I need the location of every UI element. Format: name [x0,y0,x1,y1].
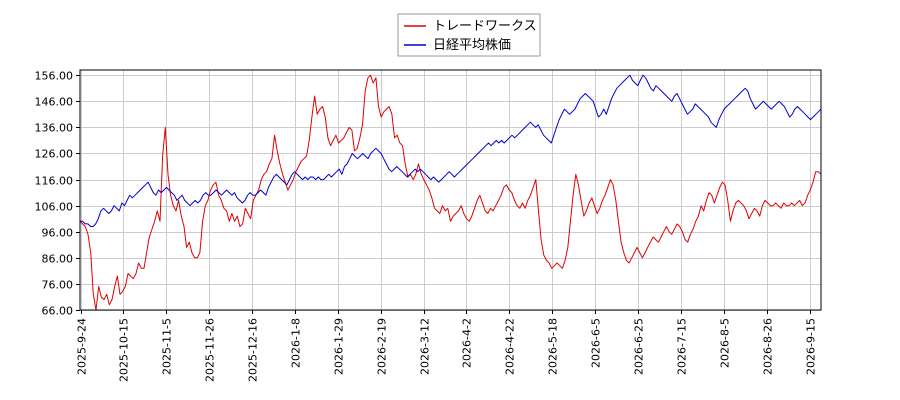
series-lines [79,74,822,311]
y-tick-label: 156.00 [35,70,74,83]
grid [80,70,821,311]
y-tick-label: 126.00 [35,148,74,161]
y-axis: 66.00 76.00 86.00 96.00 106.00 116.00 126.00 13… [35,70,80,318]
y-tick-label: 76.00 [42,279,74,292]
x-tick-label: 2026-6-25 [633,318,646,375]
x-tick-label: 2025-11-5 [161,318,174,375]
y-tick-label: 136.00 [35,122,74,135]
y-tick-label: 86.00 [42,253,74,266]
y-tick-label: 66.00 [42,305,74,318]
y-tick-label: 96.00 [42,227,74,240]
y-tick-label: 106.00 [35,201,74,214]
x-axis: 2025-9-24 2025-10-15 2025-11-5 2025-11-26 20… [76,310,818,382]
legend-box [397,13,541,57]
x-tick-label: 2026-5-18 [547,318,560,375]
x-tick-label: 2026-8-5 [719,318,732,368]
x-tick-label: 2026-9-15 [805,318,818,375]
legend-label-nikkei: 日経平均株価 [433,38,511,53]
legend-label-trade-works: トレードワークス [433,19,537,34]
x-tick-label: 2026-4-22 [504,318,517,375]
x-tick-label: 2025-11-26 [204,318,217,382]
plot-area-frame [79,69,822,311]
x-tick-label: 2026-8-26 [762,318,775,375]
x-tick-label: 2026-7-15 [676,318,689,375]
x-tick-label: 2025-9-24 [76,318,89,375]
series-line-trade-works [79,74,822,311]
x-tick-label: 2025-10-15 [118,318,131,382]
legend: トレードワークス 日経平均株価 [397,13,541,57]
x-tick-label: 2026-3-12 [419,318,432,375]
y-tick-label: 146.00 [35,96,74,109]
x-tick-label: 2026-4-2 [461,318,474,368]
series-line-nikkei [80,74,822,227]
x-tick-label: 2026-1-29 [333,318,346,375]
x-tick-label: 2026-1-8 [290,318,303,368]
x-tick-label: 2025-12-16 [247,318,260,382]
x-tick-label: 2026-6-5 [590,318,603,368]
y-tick-label: 116.00 [35,175,74,188]
x-tick-label: 2026-2-19 [376,318,389,375]
